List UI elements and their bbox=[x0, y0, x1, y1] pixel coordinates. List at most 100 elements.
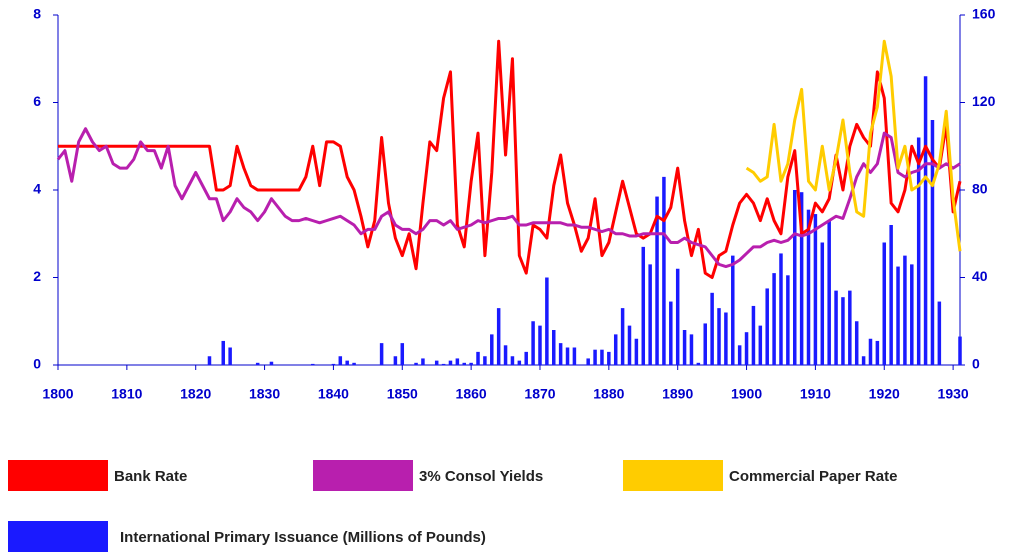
bar bbox=[696, 362, 701, 365]
x-tick-label: 1920 bbox=[869, 386, 900, 402]
bar bbox=[675, 268, 680, 365]
legend-swatch bbox=[313, 460, 413, 491]
line-series bbox=[58, 39, 962, 279]
bar bbox=[703, 323, 707, 365]
bar bbox=[737, 345, 742, 365]
bar bbox=[765, 288, 769, 365]
bar bbox=[503, 345, 508, 365]
bar bbox=[882, 242, 887, 365]
bar bbox=[937, 301, 942, 365]
x-tick-label: 1840 bbox=[318, 386, 349, 402]
y2-tick-label: 80 bbox=[972, 181, 988, 197]
legend-label: Bank Rate bbox=[114, 468, 187, 485]
bar bbox=[421, 358, 425, 365]
x-tick-label: 1810 bbox=[111, 386, 142, 402]
bar bbox=[751, 305, 756, 365]
y2-tick-label: 40 bbox=[972, 268, 988, 284]
y-tick-label: 6 bbox=[33, 93, 41, 109]
bar bbox=[930, 120, 935, 365]
bar bbox=[510, 356, 515, 365]
bar bbox=[744, 332, 749, 365]
bar bbox=[462, 362, 466, 365]
bar bbox=[634, 338, 639, 365]
bar bbox=[827, 220, 831, 365]
bar bbox=[352, 362, 356, 365]
bar bbox=[331, 363, 336, 365]
legend-label: 3% Consol Yields bbox=[419, 468, 543, 485]
bar bbox=[538, 325, 542, 365]
bar bbox=[689, 334, 694, 365]
y-tick-label: 4 bbox=[33, 181, 41, 197]
line-series bbox=[56, 127, 961, 269]
bar bbox=[255, 362, 260, 365]
bar bbox=[627, 325, 632, 365]
bar bbox=[958, 336, 962, 365]
bar bbox=[558, 343, 563, 365]
bar bbox=[779, 253, 783, 365]
bar bbox=[669, 301, 673, 365]
bar bbox=[207, 356, 212, 365]
bar bbox=[469, 362, 473, 365]
bar bbox=[228, 347, 232, 365]
bar bbox=[724, 312, 728, 365]
x-tick-label: 1910 bbox=[800, 386, 831, 402]
bar bbox=[641, 246, 646, 365]
y2-tick-label: 120 bbox=[972, 93, 996, 109]
bar bbox=[531, 321, 535, 365]
bar bbox=[414, 362, 418, 365]
bar bbox=[524, 351, 528, 365]
x-tick-label: 1870 bbox=[524, 386, 555, 402]
bar bbox=[269, 361, 274, 365]
bar bbox=[490, 334, 494, 365]
bar bbox=[311, 363, 315, 365]
bar bbox=[682, 330, 687, 365]
bar bbox=[441, 363, 446, 365]
bar bbox=[338, 356, 343, 365]
bar bbox=[517, 360, 522, 365]
bar bbox=[854, 321, 859, 365]
x-tick-label: 1900 bbox=[731, 386, 762, 402]
bar bbox=[607, 351, 611, 365]
bar bbox=[841, 297, 845, 365]
bar bbox=[483, 356, 487, 365]
bar bbox=[476, 351, 480, 365]
line-series bbox=[745, 39, 962, 252]
bar bbox=[889, 225, 893, 365]
bar bbox=[813, 214, 818, 365]
bar bbox=[648, 264, 652, 365]
bar bbox=[848, 290, 852, 365]
bar bbox=[545, 277, 549, 365]
bar bbox=[221, 340, 226, 365]
legend-swatch bbox=[623, 460, 723, 491]
bar bbox=[455, 358, 460, 365]
bar bbox=[345, 360, 349, 365]
bar bbox=[799, 192, 804, 365]
bar bbox=[393, 356, 398, 365]
bar bbox=[806, 209, 811, 365]
x-tick-label: 1880 bbox=[593, 386, 624, 402]
bar bbox=[613, 334, 618, 365]
bar bbox=[792, 190, 797, 365]
x-tick-label: 1820 bbox=[180, 386, 211, 402]
legend-label: International Primary Issuance (Millions… bbox=[120, 529, 486, 546]
legend-label: Commercial Paper Rate bbox=[729, 468, 897, 485]
bar bbox=[903, 255, 907, 365]
legend-swatch bbox=[8, 521, 108, 552]
y2-tick-label: 0 bbox=[972, 356, 980, 372]
y-tick-label: 0 bbox=[33, 356, 41, 372]
bar bbox=[910, 264, 914, 365]
x-tick-label: 1890 bbox=[662, 386, 693, 402]
bar bbox=[786, 275, 790, 365]
bar bbox=[834, 290, 838, 365]
bar bbox=[662, 176, 666, 365]
x-tick-label: 1860 bbox=[456, 386, 487, 402]
bar bbox=[448, 360, 453, 365]
bar bbox=[552, 330, 556, 365]
bar bbox=[620, 308, 625, 365]
bar bbox=[593, 349, 597, 365]
bar bbox=[434, 360, 439, 365]
bar bbox=[655, 196, 659, 365]
bar bbox=[868, 338, 873, 365]
bar bbox=[861, 356, 866, 365]
bar bbox=[710, 292, 714, 365]
